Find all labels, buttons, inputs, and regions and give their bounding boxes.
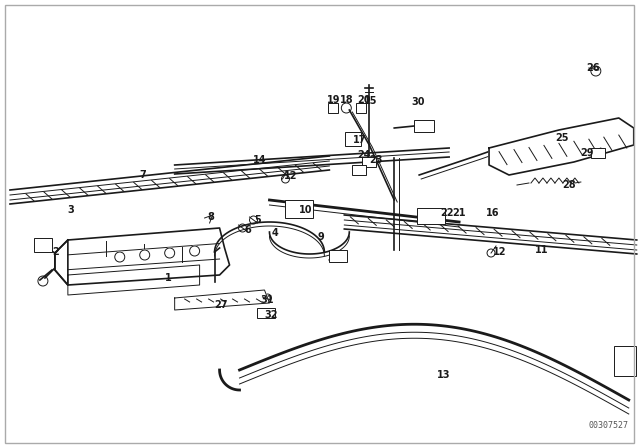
- Polygon shape: [175, 290, 269, 310]
- Text: 29: 29: [580, 148, 593, 158]
- Text: 32: 32: [264, 310, 278, 320]
- FancyBboxPatch shape: [34, 238, 52, 252]
- Polygon shape: [55, 228, 230, 285]
- Text: 27: 27: [214, 300, 228, 310]
- FancyBboxPatch shape: [346, 132, 362, 146]
- FancyBboxPatch shape: [328, 103, 339, 113]
- FancyBboxPatch shape: [591, 148, 605, 158]
- FancyBboxPatch shape: [356, 103, 366, 113]
- FancyBboxPatch shape: [352, 165, 366, 175]
- FancyBboxPatch shape: [414, 120, 434, 132]
- Text: 21: 21: [452, 208, 466, 218]
- Text: 24: 24: [357, 150, 371, 160]
- Text: 9: 9: [317, 232, 324, 242]
- Text: 10: 10: [300, 205, 313, 215]
- Text: 3: 3: [68, 205, 75, 215]
- Text: 30: 30: [411, 97, 425, 107]
- Polygon shape: [68, 265, 200, 295]
- FancyBboxPatch shape: [362, 157, 376, 167]
- FancyBboxPatch shape: [330, 250, 348, 262]
- Circle shape: [140, 250, 150, 260]
- FancyBboxPatch shape: [257, 308, 275, 318]
- Text: 15: 15: [364, 96, 378, 106]
- Text: 14: 14: [253, 155, 266, 165]
- Polygon shape: [489, 118, 634, 175]
- Text: 25: 25: [555, 133, 568, 143]
- Polygon shape: [55, 240, 68, 285]
- Text: 8: 8: [207, 212, 214, 222]
- Text: 12: 12: [493, 247, 506, 257]
- Text: 7: 7: [140, 170, 147, 180]
- Circle shape: [115, 252, 125, 262]
- Circle shape: [164, 248, 175, 258]
- Text: 13: 13: [437, 370, 451, 380]
- FancyBboxPatch shape: [285, 200, 314, 218]
- Text: 26: 26: [586, 63, 599, 73]
- Text: 11: 11: [535, 245, 548, 255]
- Text: 5: 5: [255, 215, 261, 225]
- FancyBboxPatch shape: [614, 346, 636, 376]
- Text: 00307527: 00307527: [589, 421, 629, 430]
- Text: 19: 19: [327, 95, 341, 105]
- Text: 4: 4: [271, 228, 278, 238]
- FancyBboxPatch shape: [417, 208, 445, 224]
- Text: 2: 2: [52, 247, 59, 257]
- Text: 31: 31: [260, 295, 274, 305]
- Text: 28: 28: [562, 180, 575, 190]
- Text: 23: 23: [369, 155, 383, 165]
- Text: 1: 1: [164, 273, 172, 283]
- Text: 20: 20: [357, 95, 371, 105]
- Text: 17: 17: [353, 135, 367, 145]
- Text: 18: 18: [340, 95, 354, 105]
- Circle shape: [189, 246, 200, 256]
- Text: 6: 6: [244, 225, 252, 235]
- Text: 16: 16: [486, 208, 500, 218]
- Text: 12: 12: [284, 171, 297, 181]
- Text: 22: 22: [440, 208, 454, 218]
